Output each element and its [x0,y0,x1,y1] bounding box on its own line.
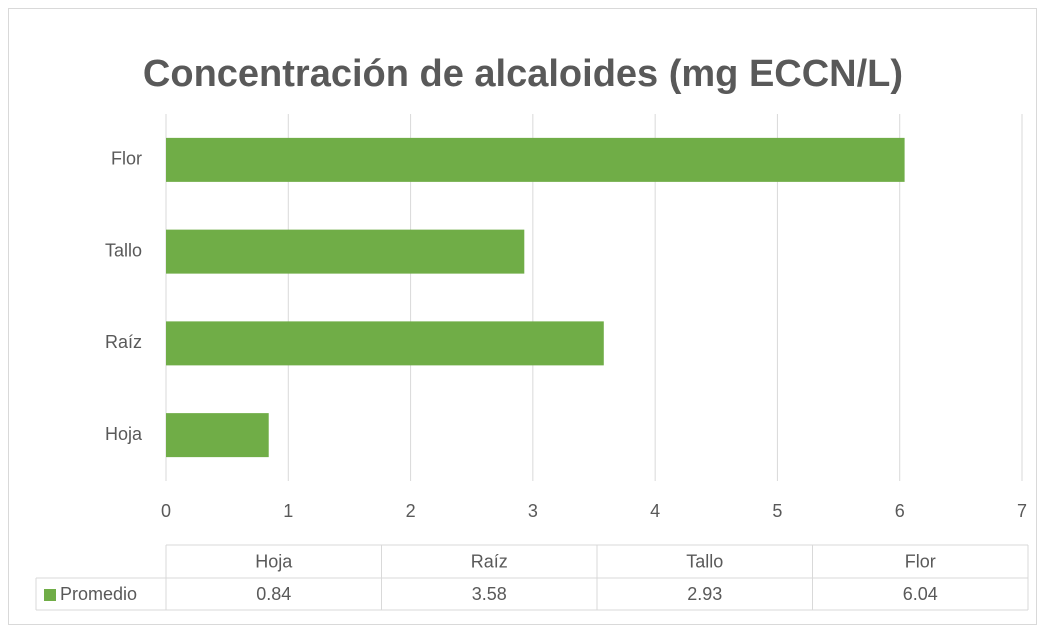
bar [166,413,269,458]
y-tick-label: Hoja [105,424,143,444]
x-tick-label: 4 [650,501,660,521]
chart-title: Concentración de alcaloides (mg ECCN/L) [143,53,903,95]
table-header: Flor [905,551,936,571]
bar [166,229,525,274]
x-tick-label: 3 [528,501,538,521]
x-tick-label: 7 [1017,501,1027,521]
bar [166,321,604,366]
x-tick-label: 6 [895,501,905,521]
table-header: Hoja [255,551,293,571]
table-value: 6.04 [903,584,938,604]
legend-key [44,589,56,601]
table-value: 2.93 [687,584,722,604]
y-tick-label: Raíz [105,332,142,352]
table-header: Tallo [686,551,723,571]
x-tick-label: 0 [161,501,171,521]
y-tick-label: Flor [111,149,142,169]
y-tick-label: Tallo [105,240,142,260]
table-value: 3.58 [472,584,507,604]
x-tick-label: 2 [406,501,416,521]
chart-border [8,8,1037,625]
legend-label: Promedio [60,584,137,604]
table-header: Raíz [471,551,508,571]
table-value: 0.84 [256,584,291,604]
bar [166,137,905,182]
x-tick-label: 5 [772,501,782,521]
x-tick-label: 1 [283,501,293,521]
